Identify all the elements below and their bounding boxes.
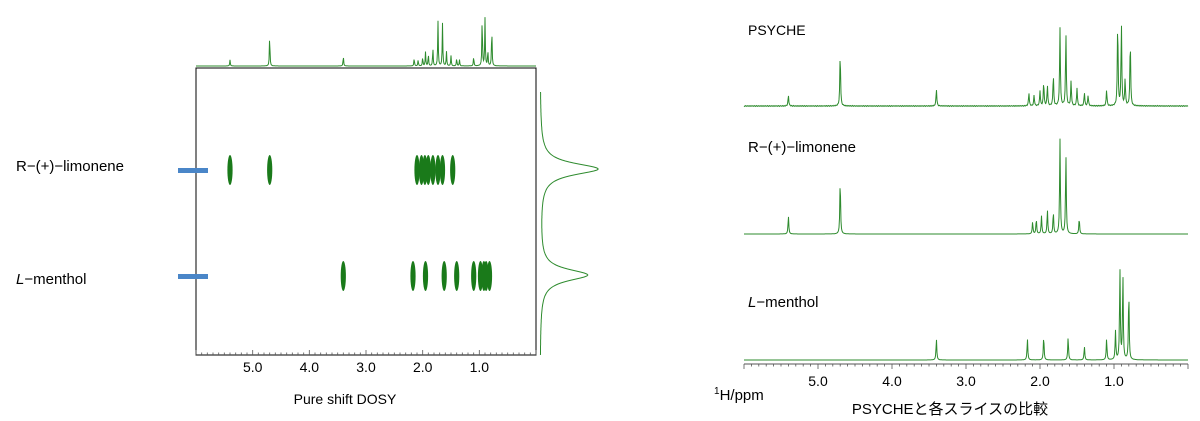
- right-x-axis-tick-labels: 5.0 4.0 3.0 2.0 1.0: [808, 373, 1124, 389]
- menthol-row-marker: [178, 274, 208, 279]
- row-label-menthol-text: −menthol: [24, 271, 86, 288]
- contour-spot-limonene-6: [430, 155, 436, 185]
- pure-shift-dosy-panel: 5.0 4.0 3.0 2.0 1.0 R−(+)−limonene L−menthol…: [16, 17, 599, 407]
- limonene-row-marker: [178, 168, 208, 173]
- trace-label-psyche-text: PSYCHE: [748, 22, 806, 38]
- menthol-slice-trace: [744, 269, 1188, 361]
- row-label-limonene: R−(+)−limonene: [16, 158, 124, 175]
- trace-label-limonene-text: R−(+)−limonene: [748, 139, 856, 156]
- left-x-tick-label: 5.0: [243, 359, 263, 375]
- trace-label-menthol-italic: L: [748, 294, 756, 311]
- left-x-tick-label: 2.0: [413, 359, 433, 375]
- left-x-tick-label: 4.0: [300, 359, 320, 375]
- right-x-tick-label: 3.0: [956, 373, 976, 389]
- left-x-tick-label: 1.0: [470, 359, 490, 375]
- contour-spot-menthol-3: [441, 261, 447, 291]
- contour-spot-menthol-5: [471, 261, 477, 291]
- trace-label-menthol: L−menthol: [748, 294, 818, 311]
- unit-superscript: 1: [714, 386, 720, 397]
- contour-spot-limonene-9: [450, 155, 456, 185]
- row-label-menthol-italic: L: [16, 271, 24, 288]
- right-panel-caption: PSYCHEと各スライスの比較: [852, 400, 1048, 418]
- right-x-tick-label: 5.0: [808, 373, 828, 389]
- left-x-axis-ticks: [195, 350, 537, 355]
- right-x-axis-ticks: [743, 364, 1189, 369]
- right-x-tick-label: 1.0: [1104, 373, 1124, 389]
- dosy-contours: [227, 155, 493, 291]
- right-x-axis-unit: 1H/ppm: [714, 386, 764, 404]
- contour-spot-limonene-1: [267, 155, 273, 185]
- psyche-spectrum-trace: [743, 25, 1189, 108]
- psyche-comparison-panel: PSYCHE R−(+)−limonene L−menthol 5.0 4.0 3.…: [714, 22, 1189, 418]
- contour-spot-menthol-4: [454, 261, 460, 291]
- contour-spot-limonene-0: [227, 155, 233, 185]
- row-markers: [178, 168, 208, 279]
- row-label-limonene-text: R−(+)−limonene: [16, 158, 124, 175]
- left-x-axis-tick-labels: 5.0 4.0 3.0 2.0 1.0: [243, 359, 489, 375]
- diffusion-projection-trace: [539, 91, 599, 356]
- trace-label-psyche: PSYCHE: [748, 22, 806, 38]
- dosy-plot-frame: [195, 67, 537, 356]
- top-1d-projection-trace: [196, 17, 536, 67]
- left-x-axis-title: Pure shift DOSY: [294, 391, 397, 407]
- contour-spot-menthol-2: [422, 261, 429, 291]
- contour-spot-limonene-2: [414, 155, 420, 185]
- trace-label-limonene: R−(+)−limonene: [748, 139, 856, 156]
- contour-spot-limonene-8: [439, 155, 446, 185]
- contour-spot-limonene-5: [425, 155, 431, 185]
- right-x-tick-label: 4.0: [882, 373, 902, 389]
- unit-text: H/ppm: [720, 387, 764, 404]
- contour-spot-menthol-1: [410, 261, 416, 291]
- trace-label-menthol-text: −menthol: [756, 294, 818, 311]
- contour-spot-menthol-0: [340, 261, 346, 291]
- right-x-tick-label: 2.0: [1030, 373, 1050, 389]
- row-label-menthol: L−menthol: [16, 271, 86, 288]
- left-x-tick-label: 3.0: [356, 359, 376, 375]
- contour-spot-limonene-7: [435, 155, 441, 185]
- limonene-slice-trace: [744, 138, 1188, 235]
- contour-spot-menthol-9: [486, 261, 493, 291]
